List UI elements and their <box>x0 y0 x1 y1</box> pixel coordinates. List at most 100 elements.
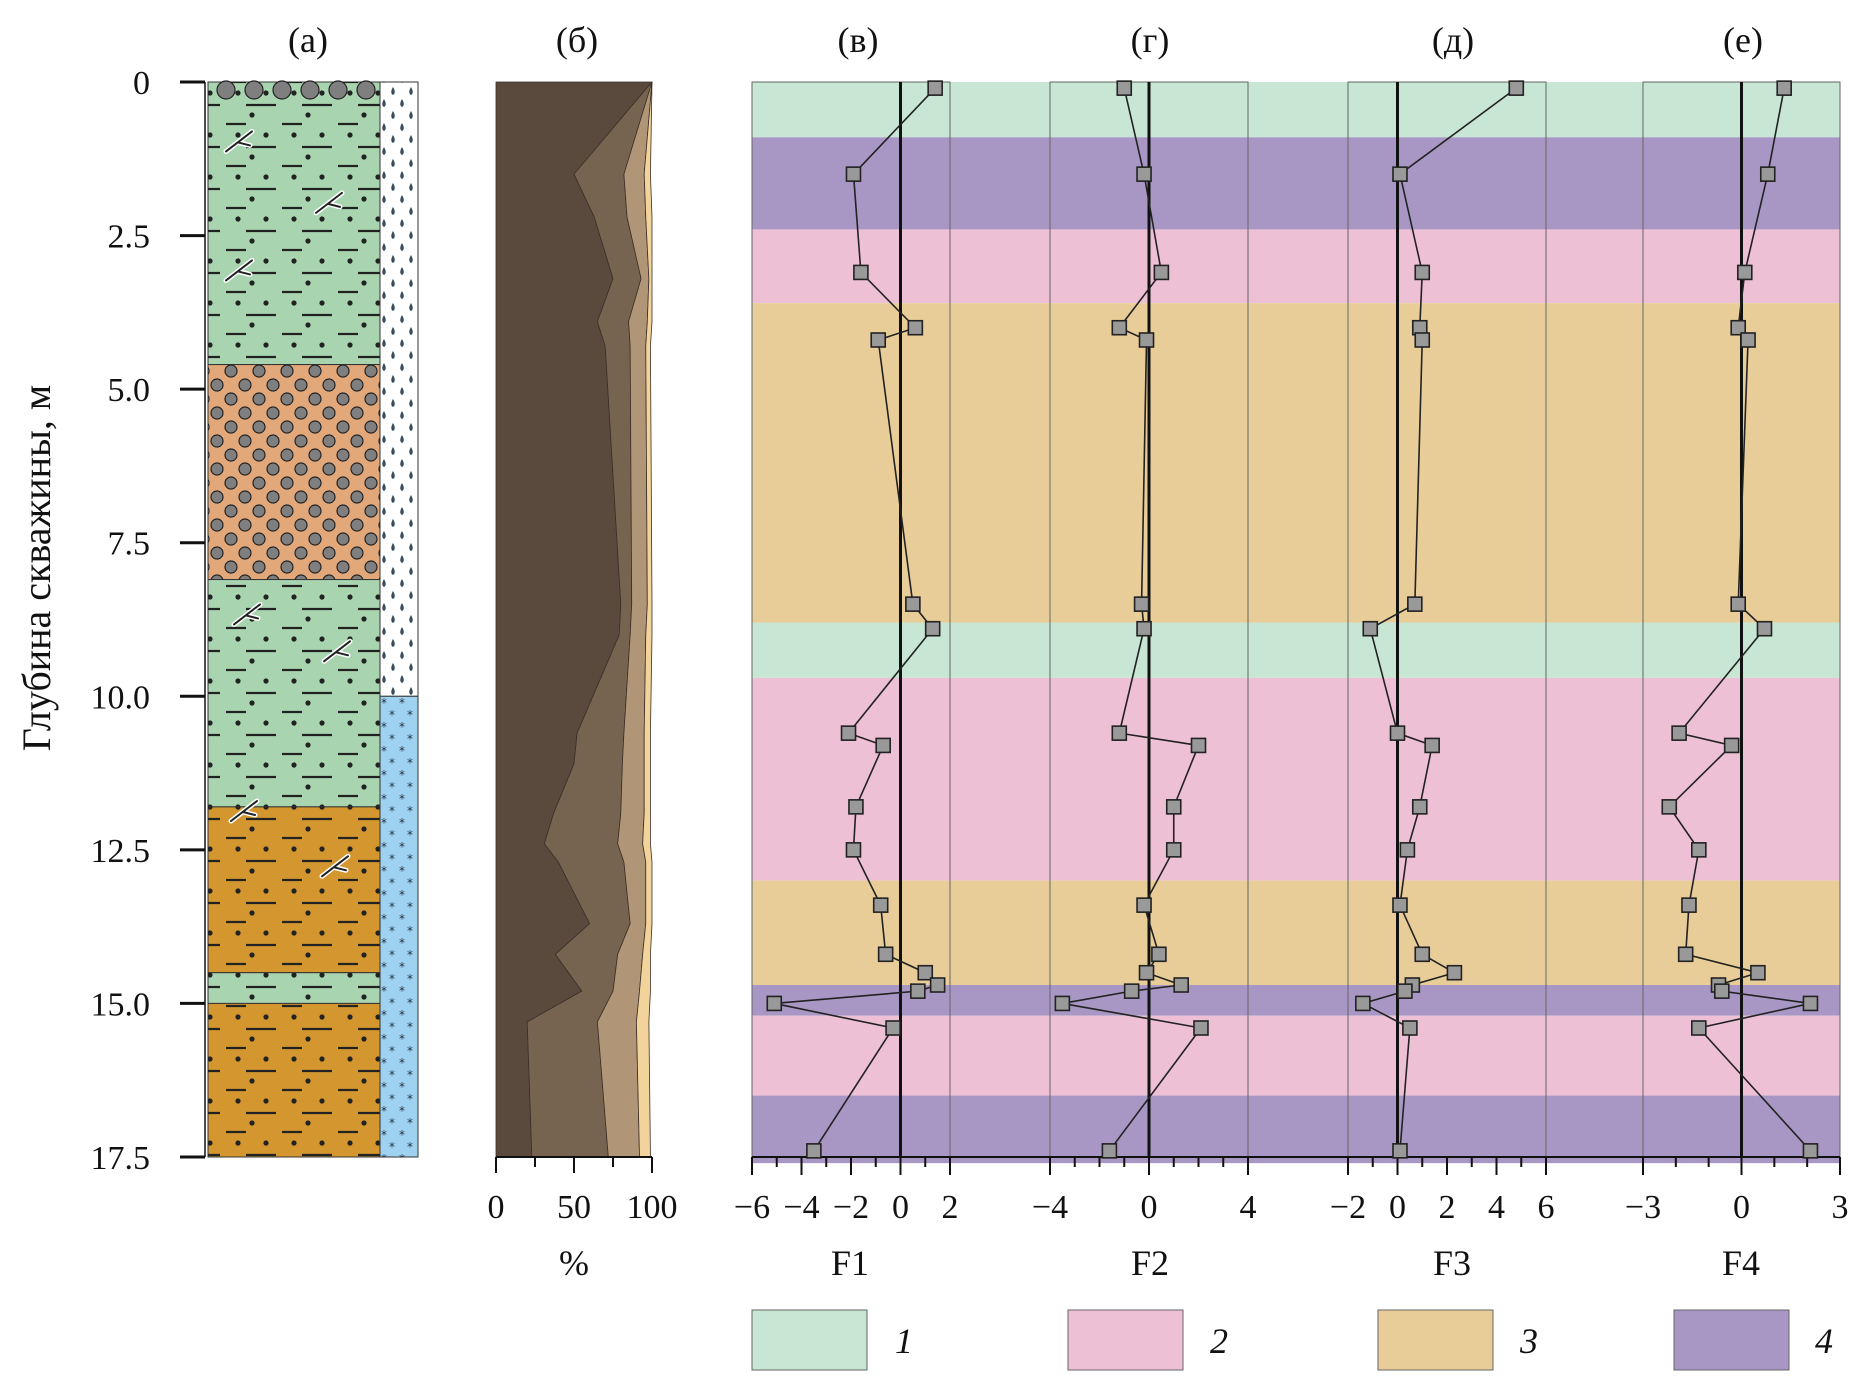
lithology-column <box>207 80 419 1158</box>
factor-panel-F2: −4 0 4 F2 <box>1032 80 1257 1283</box>
factor-data-point <box>1355 995 1371 1012</box>
root-symbol <box>223 257 255 283</box>
factor-tick-label: 0 <box>892 1189 909 1226</box>
factor-data-point <box>853 264 869 281</box>
factor-data-point <box>1740 332 1756 348</box>
factor-data-point <box>1111 725 1128 741</box>
panel-letter-v: (в) <box>838 20 879 60</box>
factor-tick-label: 0 <box>1141 1189 1158 1226</box>
pebble-symbol <box>272 80 292 100</box>
panel-letter-a: (а) <box>288 20 328 60</box>
percent-tick-label: 0 <box>488 1189 505 1226</box>
factor-data-point <box>1756 620 1773 637</box>
factor-data-point <box>872 897 889 913</box>
zone-band-2 <box>752 229 1840 304</box>
factor-tick-label: 2 <box>942 1189 959 1226</box>
factor-data-point <box>910 983 926 999</box>
factor-data-point <box>1151 946 1167 963</box>
legend-swatch-4 <box>1673 1309 1790 1371</box>
factor-data-point <box>1165 842 1182 858</box>
factor-data-point <box>1138 964 1155 981</box>
depth-tick-label: 5.0 <box>108 372 151 409</box>
factor-data-point <box>1389 725 1406 741</box>
panel-letter-b: (б) <box>556 20 598 60</box>
legend-label-1: 1 <box>895 1321 913 1361</box>
factor-data-point <box>875 737 891 754</box>
factor-tick-label: 0 <box>1733 1189 1750 1226</box>
root-symbol-stroke <box>225 130 253 153</box>
factor-tick-label: 3 <box>1832 1189 1849 1226</box>
factor-data-point <box>1397 983 1413 999</box>
zone-band-4 <box>752 137 1840 230</box>
root-symbol <box>321 638 353 664</box>
factor-data-point <box>1723 737 1740 754</box>
grain-x-axis: 0 50 100 % <box>488 1189 678 1283</box>
percent-tick-label: 100 <box>627 1189 678 1226</box>
factor-data-point <box>1138 332 1155 348</box>
factor-data-point <box>885 1020 901 1036</box>
root-symbol-stroke <box>323 640 351 663</box>
legend: 1 2 3 4 <box>751 1309 1833 1371</box>
factor-data-point <box>1392 166 1408 182</box>
factor-tick-label: 0 <box>1389 1189 1406 1226</box>
factor-data-point <box>1193 1020 1209 1036</box>
pebble-symbol <box>244 80 264 100</box>
factor-axis-title: F1 <box>831 1243 869 1283</box>
factor-panel-F3: −2 0 2 4 6 F3 <box>1330 80 1555 1283</box>
factor-data-point <box>1691 842 1707 858</box>
root-symbol <box>231 601 263 627</box>
factor-data-point <box>1446 964 1463 981</box>
dot-dash-overlay <box>208 82 380 365</box>
legend-label-2: 2 <box>1210 1321 1228 1361</box>
factor-data-point <box>905 596 921 612</box>
factor-data-point <box>1750 964 1766 981</box>
root-symbol <box>313 190 345 216</box>
legend-swatch-1 <box>751 1309 868 1371</box>
factor-data-point <box>1677 946 1694 963</box>
factor-data-point <box>1411 799 1428 815</box>
factor-data-point <box>848 799 864 815</box>
factor-data-point <box>840 725 857 741</box>
factor-data-point <box>1116 80 1133 96</box>
factor-data-point <box>1508 80 1525 96</box>
factor-tick-label: 4 <box>1240 1189 1257 1226</box>
factor-tick-label: −2 <box>1330 1189 1366 1226</box>
factor-data-point <box>1392 1143 1408 1159</box>
factor-score-panels: −6 −4 −2 0 2F1−4 0 4F2−2 0 2 4 6F3−3 0 3F4 <box>734 80 1849 1283</box>
dot-dash-overlay <box>208 1003 380 1157</box>
factor-data-point <box>1111 319 1128 336</box>
water-symbol-overlay <box>380 82 418 697</box>
factor-data-point <box>1691 1020 1707 1036</box>
factor-data-point <box>1173 977 1189 993</box>
factor-data-point <box>1136 897 1152 913</box>
factor-panel-F1: −6 −4 −2 0 2 F1 <box>734 80 959 1283</box>
factor-data-point <box>1730 319 1747 336</box>
factor-tick-label: −4 <box>1032 1189 1068 1226</box>
dot-dash-overlay <box>208 972 380 1004</box>
pebble-symbol <box>328 80 348 100</box>
percent-axis-title: % <box>559 1243 589 1283</box>
factor-data-point <box>1414 332 1431 348</box>
root-symbol <box>223 128 255 154</box>
zone-band-3 <box>752 880 1840 985</box>
factor-data-point <box>1736 264 1753 281</box>
legend-swatch-3 <box>1377 1309 1494 1371</box>
factor-data-point <box>1414 264 1431 281</box>
depth-tick-label: 15.0 <box>91 986 151 1023</box>
panel-letter-g: (г) <box>1131 20 1170 60</box>
root-symbol-stroke <box>315 191 343 214</box>
pebble-symbol <box>356 80 376 100</box>
factor-data-point <box>1136 166 1152 182</box>
factor-axis-title: F2 <box>1131 1243 1169 1283</box>
dot-dash-overlay <box>208 579 380 807</box>
root-symbol <box>228 798 260 824</box>
depth-tick-label: 10.0 <box>91 679 151 716</box>
root-symbol-stroke <box>225 259 253 282</box>
factor-data-point <box>1402 1020 1418 1036</box>
factor-data-point <box>870 332 887 348</box>
legend-label-3: 3 <box>1519 1321 1538 1361</box>
root-symbol-stroke <box>230 800 258 822</box>
gravel-overlay <box>208 364 380 580</box>
factor-tick-label: −4 <box>783 1189 819 1226</box>
factor-tick-label: 4 <box>1488 1189 1505 1226</box>
